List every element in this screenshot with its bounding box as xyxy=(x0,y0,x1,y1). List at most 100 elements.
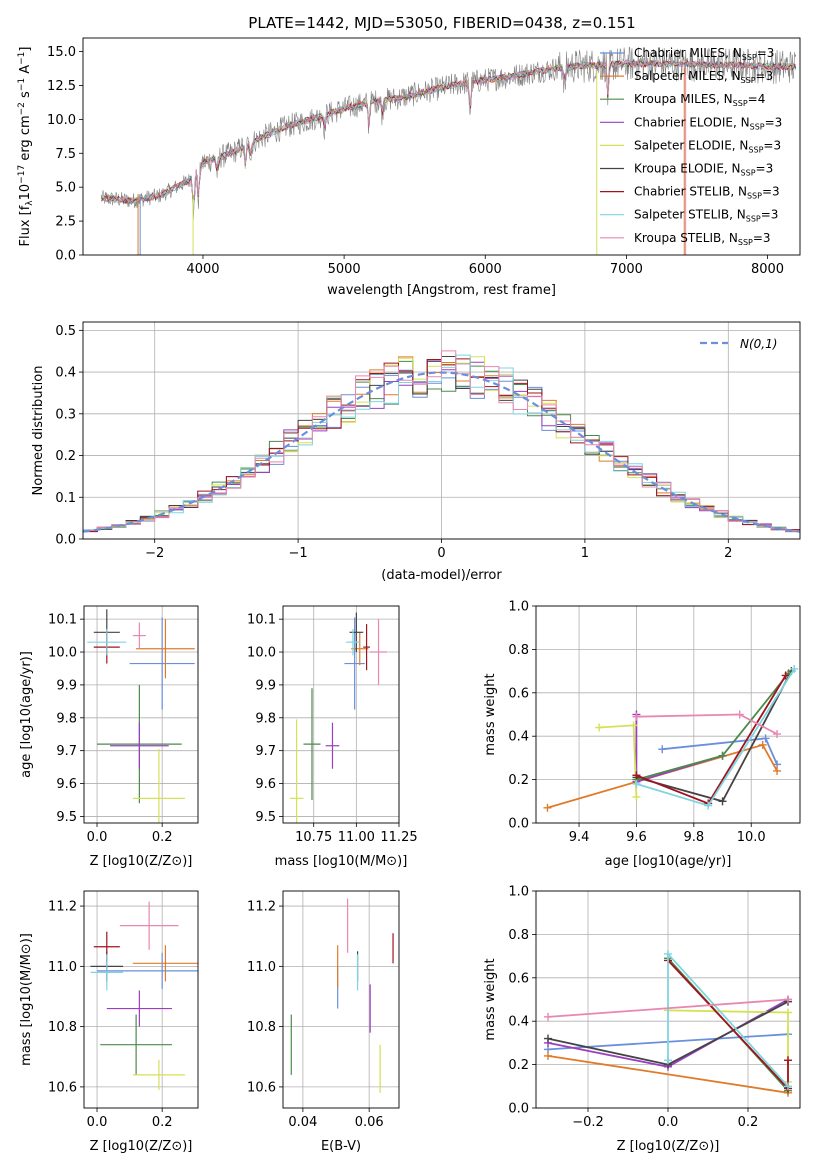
y-tick-label: 10.6 xyxy=(48,1080,77,1095)
y-tick-label: 10.8 xyxy=(48,1020,77,1035)
legend-label: Salpeter MILES, NSSP=3 xyxy=(634,69,773,85)
y-tick-label: 9.9 xyxy=(255,678,276,693)
model-spectrum xyxy=(101,60,797,204)
weight-vs-z-data xyxy=(544,949,792,1097)
axes-frame xyxy=(83,605,199,824)
y-axis-label: mass weight xyxy=(483,958,498,1040)
y-axis-label: age [log10(age/yr)] xyxy=(19,651,34,778)
y-tick-label: 15.0 xyxy=(47,45,76,60)
y-tick-label: 0.0 xyxy=(55,533,76,548)
weight-line xyxy=(667,959,789,1091)
spectrum-panel: 4000 5000 6000 7000 8000 0.0 2.5 5.0 7.5 10.0 12.5… xyxy=(17,37,801,298)
observed-spectrum xyxy=(101,46,797,220)
y-tick-label: 9.6 xyxy=(255,777,276,792)
x-tick-label: 5000 xyxy=(328,262,361,277)
y-tick-label: 0.2 xyxy=(508,1058,529,1073)
y-tick-label: 11.0 xyxy=(247,960,276,975)
y-tick-label: 10.0 xyxy=(47,113,76,128)
x-tick-label: 4000 xyxy=(186,262,219,277)
age-vs-mass-data xyxy=(289,612,388,823)
x-tick-label: 11.25 xyxy=(380,830,417,845)
model-spectrum xyxy=(100,59,796,204)
x-axis-label: Z [log10(Z/Z⊙)] xyxy=(90,854,193,869)
axes-frame xyxy=(83,890,199,1109)
spectrum-legend: Chabrier MILES, NSSP=3 Salpeter MILES, NS… xyxy=(600,46,782,247)
y-axis-label: Flux [fλ10−17 erg cm−2 s−1 A−1] xyxy=(17,47,35,247)
y-tick-label: 0.8 xyxy=(508,643,529,658)
x-tick-label: 9.8 xyxy=(683,830,704,845)
x-tick-label: 8000 xyxy=(751,262,784,277)
legend-label: Chabrier ELODIE, NSSP=3 xyxy=(634,115,782,131)
x-tick-label: 0.0 xyxy=(658,1115,679,1130)
x-axis-label: Z [log10(Z/Z⊙)] xyxy=(617,1139,720,1154)
x-tick-label: 10.75 xyxy=(295,830,332,845)
y-tick-label: 10.6 xyxy=(247,1080,276,1095)
y-tick-label: 12.5 xyxy=(47,79,76,94)
legend-label: Chabrier STELIB, NSSP=3 xyxy=(634,185,780,201)
y-tick-label: 0.1 xyxy=(55,491,76,506)
y-tick-label: 0.6 xyxy=(508,971,529,986)
x-tick-label: 0.0 xyxy=(87,830,108,845)
weight-vs-z-panel: −0.2 0.0 0.2 0.0 0.2 0.4 0.6 0.8 1.0 Z [log10(Z/Z… xyxy=(483,885,801,1154)
figure-title: PLATE=1442, MJD=53050, FIBERID=0438, z=0… xyxy=(248,14,635,32)
weight-line xyxy=(547,743,778,809)
weight-line xyxy=(662,737,778,765)
axes-frame xyxy=(535,605,801,824)
residuals-panel: −2 −1 0 1 2 0.0 0.1 0.2 0.3 0.4 0.5 (data-model)/er… xyxy=(31,321,801,583)
x-tick-label: 0 xyxy=(437,546,445,561)
axes-frame xyxy=(535,890,801,1109)
y-tick-label: 11.0 xyxy=(48,960,77,975)
y-tick-label: 9.7 xyxy=(255,744,276,759)
axes-frame xyxy=(82,37,801,256)
y-tick-label: 0.6 xyxy=(508,686,529,701)
y-tick-label: 10.1 xyxy=(247,613,276,628)
x-tick-label: 0.2 xyxy=(152,1115,173,1130)
y-tick-label: 1.0 xyxy=(508,600,529,615)
y-tick-label: 9.8 xyxy=(255,711,276,726)
legend-label: Kroupa STELIB, NSSP=3 xyxy=(634,231,771,247)
axes-frame xyxy=(282,605,400,824)
weight-line xyxy=(667,951,789,1087)
age-vs-mass-panel: 10.75 11.00 11.25 9.5 9.6 9.7 9.8 9.9 10.0 10.1 ma… xyxy=(247,605,418,869)
weight-vs-age-data xyxy=(543,664,799,812)
y-axis-label: Normed distribution xyxy=(31,366,46,496)
x-tick-label: 9.6 xyxy=(626,830,647,845)
x-tick-label: 0.0 xyxy=(87,1115,108,1130)
y-tick-label: 0.0 xyxy=(55,249,76,264)
axes-frame xyxy=(82,321,801,540)
x-tick-label: 7000 xyxy=(610,262,643,277)
x-tick-label: 9.4 xyxy=(569,830,590,845)
y-tick-label: 10.0 xyxy=(247,646,276,661)
x-tick-label: 0.2 xyxy=(738,1115,759,1130)
y-tick-label: 9.6 xyxy=(56,777,77,792)
y-tick-label: 9.9 xyxy=(56,678,77,693)
model-spectrum xyxy=(101,59,797,205)
y-tick-label: 10.0 xyxy=(48,646,77,661)
y-tick-label: 0.8 xyxy=(508,928,529,943)
y-axis-label: mass [log10(M/M⊙)] xyxy=(19,933,34,1066)
x-tick-label: 10.0 xyxy=(737,830,766,845)
x-tick-label: −1 xyxy=(289,546,308,561)
y-tick-label: 0.4 xyxy=(508,730,529,745)
x-tick-label: 1 xyxy=(581,546,589,561)
x-tick-label: 6000 xyxy=(469,262,502,277)
x-tick-label: 0.04 xyxy=(288,1115,317,1130)
age-vs-z-panel: 0.0 0.2 9.5 9.6 9.7 9.8 9.9 10.0 10.1 Z [log10(Z/… xyxy=(19,605,199,869)
y-tick-label: 5.0 xyxy=(55,181,76,196)
residual-histogram xyxy=(83,350,800,539)
weight-line xyxy=(547,1055,789,1094)
y-tick-label: 0.4 xyxy=(508,1015,529,1030)
x-tick-label: −0.2 xyxy=(572,1115,604,1130)
gaussian-curve xyxy=(83,371,800,533)
y-tick-label: 9.7 xyxy=(56,744,77,759)
x-axis-label: wavelength [Angstrom, rest frame] xyxy=(327,283,556,298)
y-tick-label: 0.0 xyxy=(508,1102,529,1117)
axes-frame xyxy=(282,890,400,1109)
x-tick-label: 2 xyxy=(724,546,732,561)
x-tick-label: −2 xyxy=(145,546,164,561)
weight-vs-age-panel: 9.4 9.6 9.8 10.0 0.0 0.2 0.4 0.6 0.8 1.0 age [log1… xyxy=(483,600,801,869)
y-tick-label: 10.8 xyxy=(247,1020,276,1035)
weight-line xyxy=(547,998,789,1018)
x-axis-label: E(B-V) xyxy=(321,1139,361,1154)
